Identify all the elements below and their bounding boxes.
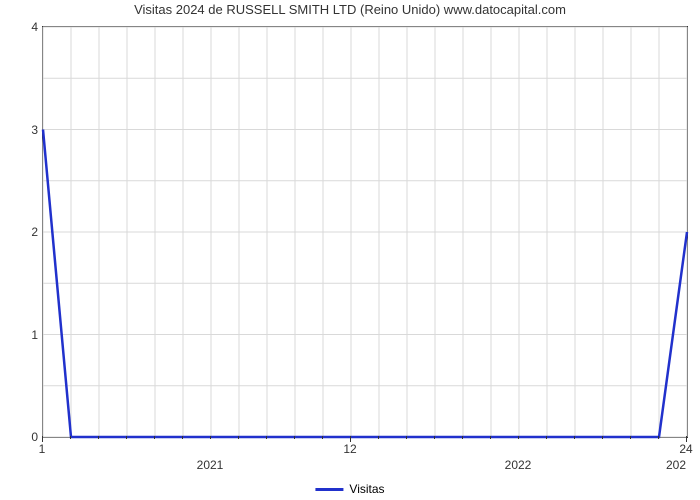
x-tick-label: 24 [671, 442, 700, 456]
x-year-label-clipped: 202 [666, 458, 686, 472]
x-tick-mark [182, 436, 183, 439]
legend-swatch [315, 488, 343, 491]
x-tick-mark [406, 436, 407, 439]
x-tick-mark [602, 436, 603, 439]
x-tick-mark [686, 436, 687, 442]
x-year-label: 2021 [180, 458, 240, 472]
y-tick-label: 4 [10, 20, 38, 34]
x-tick-mark [154, 436, 155, 439]
y-tick-label: 1 [10, 328, 38, 342]
x-tick-mark [658, 436, 659, 439]
x-tick-mark [630, 436, 631, 439]
x-tick-mark [70, 436, 71, 439]
chart-title: Visitas 2024 de RUSSELL SMITH LTD (Reino… [0, 2, 700, 17]
x-tick-mark [518, 436, 519, 439]
x-tick-mark [574, 436, 575, 439]
x-tick-mark [266, 436, 267, 439]
legend-label: Visitas [349, 482, 384, 496]
x-tick-mark [42, 436, 43, 442]
x-tick-mark [210, 436, 211, 439]
x-tick-mark [350, 436, 351, 442]
plot-area [42, 26, 688, 438]
y-tick-label: 2 [10, 225, 38, 239]
x-year-label: 2022 [488, 458, 548, 472]
x-tick-mark [546, 436, 547, 439]
x-tick-mark [294, 436, 295, 439]
legend: Visitas [315, 482, 384, 496]
y-tick-label: 3 [10, 123, 38, 137]
plot-svg [43, 27, 687, 437]
x-tick-mark [322, 436, 323, 439]
x-tick-mark [238, 436, 239, 439]
x-tick-mark [434, 436, 435, 439]
x-tick-mark [462, 436, 463, 439]
x-tick-mark [490, 436, 491, 439]
x-tick-mark [126, 436, 127, 439]
x-tick-label: 12 [335, 442, 365, 456]
x-tick-mark [98, 436, 99, 439]
x-tick-label: 1 [27, 442, 57, 456]
x-tick-mark [378, 436, 379, 439]
